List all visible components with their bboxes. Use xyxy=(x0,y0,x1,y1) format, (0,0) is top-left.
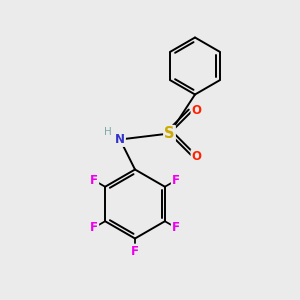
Text: F: F xyxy=(172,174,180,187)
Text: S: S xyxy=(164,126,175,141)
Text: N: N xyxy=(115,133,125,146)
Text: F: F xyxy=(90,174,98,187)
Text: F: F xyxy=(172,221,180,234)
Text: F: F xyxy=(90,221,98,234)
Text: F: F xyxy=(131,244,139,258)
Text: O: O xyxy=(191,104,202,117)
Text: H: H xyxy=(103,127,111,137)
Text: O: O xyxy=(191,150,202,163)
